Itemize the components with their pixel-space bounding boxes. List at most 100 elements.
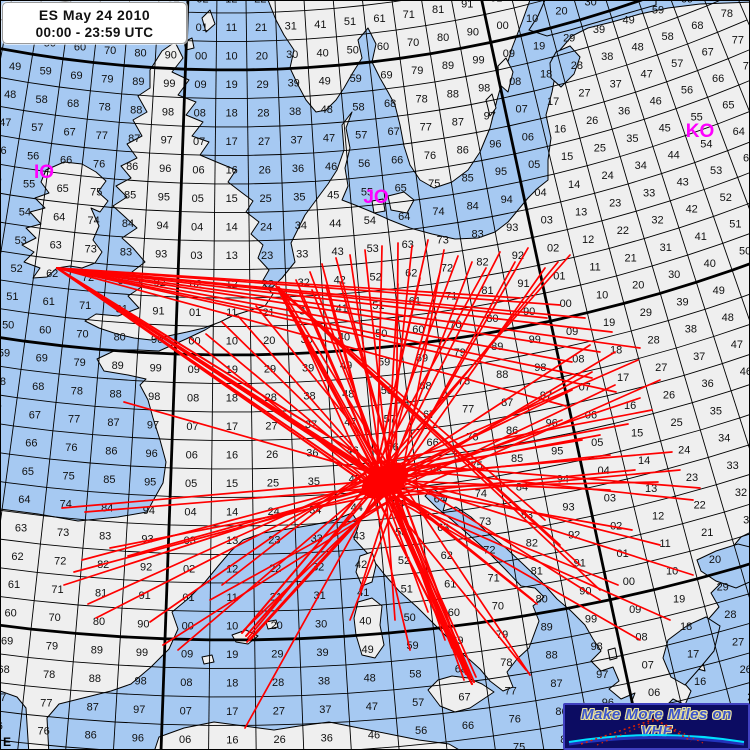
- grid-parallel: [0, 652, 750, 726]
- grid-cell-label: 87: [452, 116, 464, 128]
- qso-path-line: [127, 487, 373, 557]
- grid-cell-label: 60: [4, 607, 16, 619]
- qso-path-line: [395, 261, 516, 479]
- grid-cell-label: 99: [163, 78, 175, 90]
- grid-cell-label: 60: [74, 42, 86, 54]
- qso-path-line: [391, 467, 531, 676]
- grid-cell-label: 16: [226, 450, 238, 462]
- grid-cell-label: 91: [139, 590, 151, 602]
- grid-cell-label: 71: [403, 9, 415, 21]
- grid-cell-label: 80: [114, 332, 126, 344]
- grid-cell-label: 53: [710, 165, 722, 177]
- grid-cell-label: 71: [51, 584, 63, 596]
- grid-cell-label: 64: [53, 211, 65, 223]
- grid-field-parallel: [0, 262, 750, 357]
- grid-cell-label: 08: [194, 107, 206, 119]
- land-great-britain: [84, 41, 274, 341]
- grid-cell-label: 57: [31, 122, 43, 134]
- grid-cell-label: 61: [373, 13, 385, 25]
- grid-cell-label: 58: [409, 669, 421, 681]
- grid-parallel: [0, 293, 750, 384]
- grid-cell-label: 47: [731, 339, 743, 351]
- grid-cell-label: 70: [76, 329, 88, 341]
- grid-cell-label: 17: [617, 372, 629, 384]
- grid-cell-label: 37: [290, 135, 302, 147]
- grid-cell-label: 11: [659, 538, 670, 550]
- grid-cell-label: 73: [57, 527, 69, 539]
- grid-cell-label: 10: [596, 289, 608, 301]
- grid-cell-label: 35: [293, 192, 305, 204]
- grid-cell-label: 36: [321, 732, 333, 744]
- sea-gulf-of-riga: [549, 45, 581, 88]
- grid-cell-label: 22: [617, 225, 629, 237]
- grid-cell-label: 06: [192, 164, 204, 176]
- grid-cell-label: 30: [315, 618, 327, 630]
- grid-cell-label: 98: [591, 641, 603, 653]
- grid-cell-label: 95: [158, 192, 170, 204]
- grid-cell-label: 29: [271, 649, 283, 661]
- grid-cell-label: 34: [718, 433, 730, 445]
- grid-cell-label: 68: [384, 98, 396, 110]
- grid-cell-label: 68: [691, 20, 703, 32]
- grid-cell-label: 74: [432, 206, 444, 218]
- qso-path-line: [376, 439, 583, 475]
- grid-cell-label: 90: [137, 619, 149, 631]
- grid-cell-label: 85: [462, 173, 474, 185]
- grid-cell-label: 29: [717, 582, 729, 594]
- grid-cell-label: 83: [471, 229, 483, 241]
- grid-cell-label: 02: [196, 0, 208, 5]
- land-north-africa: [154, 721, 461, 750]
- grid-cell-label: 57: [355, 130, 367, 142]
- grid-cell-label: 09: [194, 79, 206, 91]
- grid-cell-label: 72: [441, 263, 453, 275]
- grid-cell-label: 01: [182, 592, 194, 604]
- grid-cell-label: 88: [89, 673, 101, 685]
- grid-cell-label: 86: [85, 730, 97, 742]
- grid-cell-label: 62: [441, 550, 453, 562]
- grid-cell-label: 67: [387, 126, 399, 138]
- qso-path-line: [397, 249, 445, 497]
- grid-cell-label: 68: [67, 98, 79, 110]
- grid-cell-label: 81: [432, 4, 444, 16]
- grid-cell-label: 78: [721, 8, 733, 20]
- grid-cell-label: 81: [481, 285, 493, 297]
- grid-cell-label: 15: [561, 151, 573, 163]
- grid-cell-label: 73: [85, 244, 97, 256]
- grid-cell-label: 27: [655, 362, 667, 374]
- grid-cell-label: 19: [225, 79, 237, 91]
- grid-cell-label: 54: [364, 215, 376, 227]
- grid-cell-label: 63: [402, 239, 414, 251]
- grid-meridian: [573, 0, 750, 602]
- grid-cell-label: 65: [22, 466, 34, 478]
- grid-cell-label: 64: [18, 494, 30, 506]
- grid-cell-label: 46: [325, 161, 337, 173]
- qso-path-line: [61, 479, 384, 509]
- grid-cell-label: 08: [635, 632, 647, 644]
- grid-parallel: [0, 79, 750, 185]
- grid-cell-label: 88: [130, 104, 142, 116]
- grid-cell-label: 07: [515, 104, 527, 116]
- grid-cell-label: 78: [43, 669, 55, 681]
- grid-meridian: [637, 0, 750, 323]
- grid-cell-label: 19: [603, 317, 615, 329]
- grid-cell-label: 24: [678, 444, 690, 456]
- grid-cell-label: 26: [663, 390, 675, 402]
- grid-cell-label: 95: [495, 166, 507, 178]
- grid-cell-label: 56: [415, 725, 427, 737]
- grid-meridian: [245, 0, 257, 750]
- grid-cell-label: 74: [87, 215, 99, 227]
- grid-cell-label: 97: [161, 135, 173, 147]
- grid-cell-label: 40: [316, 47, 328, 59]
- grid-parallel: [0, 503, 750, 584]
- grid-cell-label: 96: [489, 138, 501, 150]
- qso-path-line: [369, 451, 673, 479]
- grid-cell-label: 18: [680, 621, 692, 633]
- grid-cell-label: 23: [686, 472, 698, 484]
- grid-cell-label: 32: [283, 0, 295, 4]
- grid-cell-label: 10: [226, 621, 238, 633]
- grid-cell-label: 55: [361, 186, 373, 198]
- grid-cell-label: 28: [272, 677, 284, 689]
- grid-cell-label: 86: [457, 144, 469, 156]
- grid-cell-label: 29: [640, 307, 652, 319]
